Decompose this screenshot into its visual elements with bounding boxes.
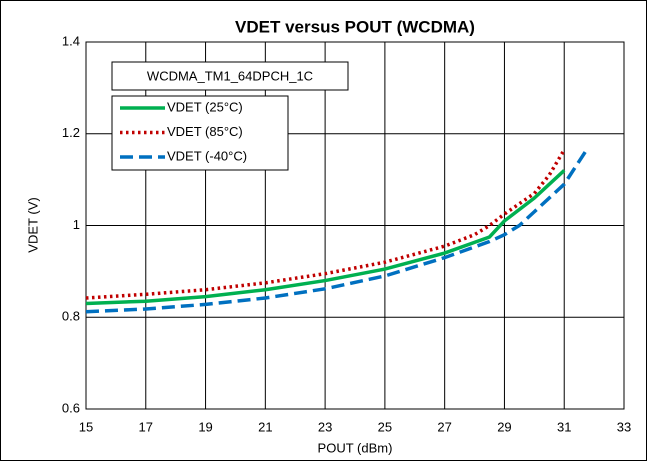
chart-title: VDET versus POUT (WCDMA) <box>235 17 475 36</box>
x-tick-label: 29 <box>497 419 511 434</box>
x-tick-label: 19 <box>198 419 212 434</box>
annotation: WCDMA_TM1_64DPCH_1C <box>147 68 313 83</box>
x-tick-label: 27 <box>437 419 451 434</box>
x-tick-label: 33 <box>617 419 631 434</box>
legend-label: VDET (85°C) <box>167 124 243 139</box>
legend-label: VDET (25°C) <box>167 99 243 114</box>
y-tick-label: 1.4 <box>62 33 80 48</box>
y-tick-label: 0.8 <box>62 309 80 324</box>
x-tick-label: 21 <box>258 419 272 434</box>
x-tick-label: 31 <box>557 419 571 434</box>
y-tick-label: 1.2 <box>62 125 80 140</box>
x-tick-label: 25 <box>378 419 392 434</box>
y-axis-label: VDET (V) <box>25 197 40 252</box>
series-line <box>85 169 566 306</box>
x-tick-label: 17 <box>139 419 153 434</box>
y-tick-label: 1 <box>73 217 80 232</box>
x-axis-label: POUT (dBm) <box>318 440 393 455</box>
annotation-box <box>111 61 349 91</box>
series-line <box>85 146 590 314</box>
x-tick-label: 15 <box>79 419 93 434</box>
x-tick-label: 23 <box>318 419 332 434</box>
legend-label: VDET (-40°C) <box>167 148 247 163</box>
y-tick-label: 0.6 <box>62 400 80 415</box>
